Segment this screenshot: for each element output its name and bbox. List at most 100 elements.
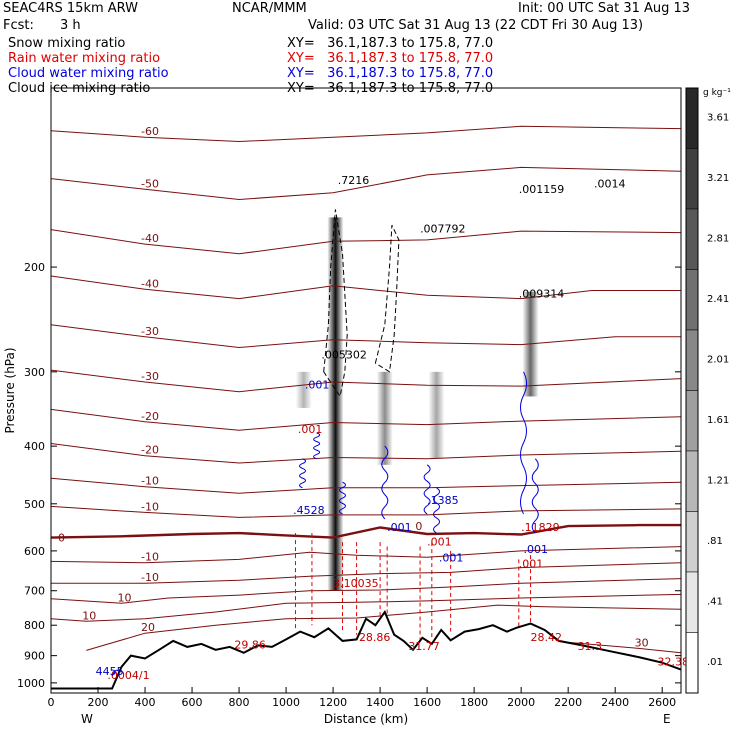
x-tick-label: 1000 bbox=[272, 696, 300, 709]
west-end-label: W bbox=[81, 712, 93, 726]
temperature-contour bbox=[51, 593, 681, 622]
temperature-contour-label: -20 bbox=[141, 410, 159, 423]
forecast-label: Fcst: bbox=[3, 18, 34, 33]
cloud-water-value-label: .001 bbox=[305, 378, 330, 391]
rain-value-label: 28.86 bbox=[359, 631, 391, 644]
x-tick-label: 0 bbox=[48, 696, 55, 709]
y-tick-label: 300 bbox=[24, 366, 45, 379]
temperature-contour-label: 30 bbox=[635, 636, 649, 649]
x-axis-label: Distance (km) bbox=[324, 712, 408, 726]
cloud-water-contour bbox=[381, 445, 389, 520]
colorbar-label: 1.21 bbox=[707, 475, 729, 486]
colorbar-segment bbox=[685, 269, 699, 331]
legend-cloudwater-xy: XY= 36.1,187.3 to 175.8, 77.0 bbox=[287, 66, 494, 81]
temperature-contour-label: 20 bbox=[141, 621, 155, 634]
colorbar-frame bbox=[685, 87, 699, 694]
colorbar-label: 3.21 bbox=[707, 173, 729, 184]
temperature-contour-label: -40 bbox=[141, 232, 159, 245]
temperature-contour-label: -50 bbox=[141, 177, 159, 190]
temperature-contour bbox=[51, 443, 681, 464]
max-value-label: .009314 bbox=[519, 288, 565, 301]
center-title: NCAR/MMM bbox=[232, 1, 307, 16]
rain-value-label: .11829 bbox=[521, 521, 560, 534]
snow-column bbox=[428, 371, 445, 459]
legend-snow-xy: XY= 36.1,187.3 to 175.8, 77.0 bbox=[287, 36, 494, 51]
rain-value-label: .0004/1 bbox=[107, 669, 149, 682]
y-tick-label: 1000 bbox=[17, 677, 45, 690]
temperature-contour bbox=[51, 408, 681, 431]
east-end-label: E bbox=[663, 712, 671, 726]
x-tick-label: 1800 bbox=[460, 696, 488, 709]
colorbar-unit: g kg⁻¹ bbox=[703, 88, 731, 98]
colorbar-label: 2.41 bbox=[707, 294, 729, 305]
temperature-contour bbox=[51, 125, 681, 143]
init-time: Init: 00 UTC Sat 31 Aug 13 bbox=[518, 1, 691, 16]
temperature-contour bbox=[86, 604, 681, 651]
x-tick-label: 200 bbox=[88, 696, 109, 709]
cloud-water-value-label: .001 bbox=[387, 521, 412, 534]
y-tick-label: 600 bbox=[24, 545, 45, 558]
colorbar-label: .81 bbox=[707, 536, 723, 547]
max-value-label: .0014 bbox=[594, 178, 626, 191]
rain-value-label: 29.86 bbox=[234, 638, 266, 651]
rain-value-label: 31.3 bbox=[578, 640, 603, 653]
y-tick-label: 400 bbox=[24, 440, 45, 453]
temperature-contour-label: 10 bbox=[118, 591, 132, 604]
max-value-label: .7216 bbox=[338, 174, 370, 187]
y-tick-label: 200 bbox=[24, 261, 45, 274]
colorbar-segment bbox=[685, 208, 699, 270]
terrain-fill bbox=[51, 612, 681, 693]
colorbar-label: 2.01 bbox=[707, 354, 729, 365]
max-value-label: .001159 bbox=[519, 183, 565, 196]
colorbar-segment bbox=[685, 329, 699, 391]
colorbar-segment bbox=[685, 571, 699, 633]
x-tick-label: 800 bbox=[229, 696, 250, 709]
snow-column bbox=[295, 371, 312, 408]
cloud-water-value-label: .001 bbox=[524, 543, 549, 556]
terrain-line bbox=[51, 609, 681, 690]
rain-value-label: 3.10035 bbox=[333, 577, 379, 590]
temperature-contour bbox=[51, 166, 681, 201]
colorbar-segment bbox=[685, 450, 699, 512]
colorbar-segment bbox=[685, 390, 699, 452]
cloud-ice-contour bbox=[323, 209, 348, 398]
plot-frame bbox=[50, 87, 682, 694]
cloud-water-value-label: .1385 bbox=[427, 494, 459, 507]
y-tick-label: 500 bbox=[24, 498, 45, 511]
rain-value-label: .001 bbox=[298, 423, 323, 436]
cloud-water-value-label: 4455 bbox=[96, 665, 124, 678]
temperature-contour-label: 10 bbox=[82, 609, 96, 622]
max-value-label: .005302 bbox=[321, 349, 367, 362]
freezing-level-label: 0 bbox=[58, 532, 65, 545]
x-tick-label: 1200 bbox=[319, 696, 347, 709]
cloud-water-contour bbox=[433, 487, 441, 534]
temperature-contour-label: -10 bbox=[141, 571, 159, 584]
cloud-water-contour bbox=[423, 464, 431, 515]
cloud-ice-contour bbox=[374, 224, 400, 373]
temperature-contour bbox=[51, 324, 681, 349]
x-tick-label: 400 bbox=[135, 696, 156, 709]
rain-value-label: 31.77 bbox=[408, 640, 440, 653]
temperature-contour bbox=[51, 275, 681, 300]
y-tick-label: 800 bbox=[24, 619, 45, 632]
temperature-contour bbox=[51, 477, 681, 494]
colorbar-label: .01 bbox=[707, 657, 723, 668]
temperature-contour-label: -30 bbox=[141, 370, 159, 383]
temperature-contour bbox=[51, 369, 681, 393]
x-tick-label: 2600 bbox=[648, 696, 676, 709]
x-tick-label: 1400 bbox=[366, 696, 394, 709]
temperature-contour-label: -10 bbox=[141, 500, 159, 513]
colorbar-segment bbox=[685, 87, 699, 149]
y-tick-label: 700 bbox=[24, 585, 45, 598]
cloud-water-contour bbox=[339, 481, 346, 515]
y-tick-label: 900 bbox=[24, 650, 45, 663]
model-title: SEAC4RS 15km ARW bbox=[3, 1, 139, 16]
temperature-contour bbox=[51, 505, 681, 518]
temperature-contour-label: -40 bbox=[141, 277, 159, 290]
y-axis-label: Pressure (hPa) bbox=[3, 347, 17, 433]
forecast-value: 3 h bbox=[60, 18, 81, 33]
valid-time: Valid: 03 UTC Sat 31 Aug 13 (22 CDT Fri … bbox=[308, 18, 644, 33]
colorbar-label: 2.81 bbox=[707, 233, 729, 244]
temperature-contour-label: -20 bbox=[141, 444, 159, 457]
rain-value-label: 28.42 bbox=[531, 631, 563, 644]
